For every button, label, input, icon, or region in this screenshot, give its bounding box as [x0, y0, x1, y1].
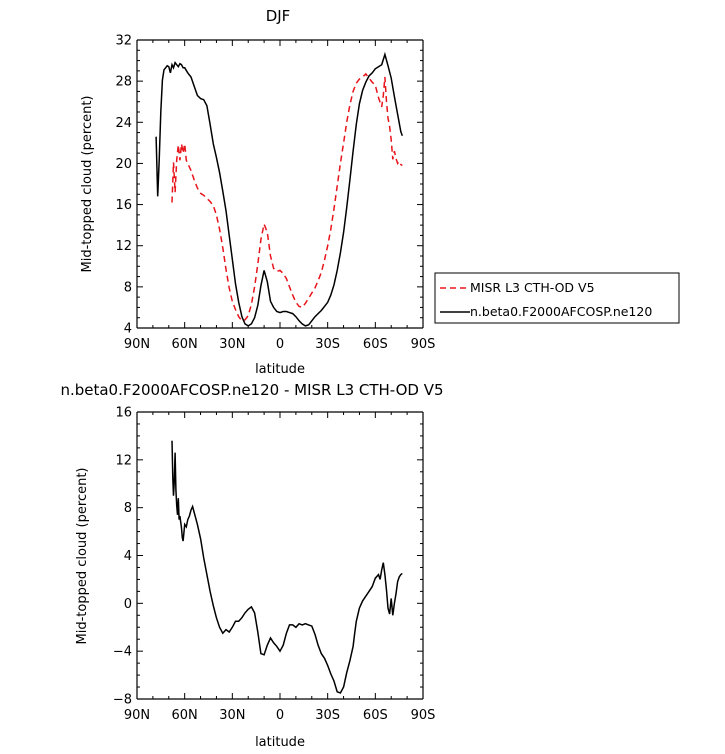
bottom-series-group — [171, 440, 403, 694]
top-y-axis-label: Mid-topped cloud (percent) — [80, 96, 95, 273]
bottom-y-tick-label: 4 — [124, 549, 132, 564]
bottom-series-line-difference — [171, 440, 403, 694]
top-x-axis-label: latitude — [255, 362, 305, 377]
top-x-tick-labels: 90N 60N 30N 0 30S 60S 90S — [124, 337, 436, 352]
top-y-tick-label: 20 — [115, 157, 132, 172]
bottom-x-axis-label: latitude — [255, 735, 305, 750]
bottom-y-tick-labels: −8 −4 0 4 8 12 16 — [113, 406, 132, 708]
bottom-x-tick-label: 0 — [276, 708, 284, 723]
bottom-x-tick-label: 60S — [363, 708, 388, 723]
legend-entry-model: n.beta0.F2000AFCOSP.ne120 — [470, 304, 652, 319]
bottom-chart-panel: n.beta0.F2000AFCOSP.ne120 - MISR L3 CTH-… — [60, 381, 443, 750]
top-y-tick-label: 16 — [115, 198, 132, 213]
top-x-tick-label: 30N — [219, 337, 245, 352]
bottom-y-tick-label: 12 — [115, 453, 132, 468]
bottom-chart-title: n.beta0.F2000AFCOSP.ne120 - MISR L3 CTH-… — [60, 381, 443, 399]
top-x-tick-marks — [136, 40, 424, 328]
top-x-tick-label: 60N — [172, 337, 198, 352]
bottom-x-tick-label: 90N — [124, 708, 150, 723]
top-x-tick-label: 90S — [411, 337, 436, 352]
top-chart-legend: MISR L3 CTH-OD V5 n.beta0.F2000AFCOSP.ne… — [434, 272, 680, 324]
top-y-tick-label: 24 — [115, 116, 132, 131]
top-series-line-misr — [171, 72, 403, 322]
bottom-y-tick-marks — [137, 411, 423, 700]
bottom-y-tick-label: 8 — [124, 501, 132, 516]
top-chart-panel: DJF 90N 60N 30N 0 30S 60S 90S 4 8 12 16 … — [80, 7, 435, 377]
legend-entry-misr: MISR L3 CTH-OD V5 — [470, 280, 595, 295]
top-y-tick-label: 8 — [124, 280, 132, 295]
top-y-tick-labels: 4 8 12 16 20 24 28 32 — [115, 34, 132, 337]
bottom-y-tick-label: 16 — [115, 406, 132, 421]
top-series-group — [155, 51, 404, 327]
bottom-y-tick-label: −8 — [113, 693, 132, 708]
top-x-tick-label: 30S — [315, 337, 340, 352]
top-y-tick-label: 4 — [124, 322, 132, 337]
bottom-x-tick-labels: 90N 60N 30N 0 30S 60S 90S — [124, 708, 436, 723]
top-series-line-model — [155, 51, 404, 327]
bottom-x-tick-label: 30S — [315, 708, 340, 723]
bottom-y-tick-label: 0 — [124, 597, 132, 612]
bottom-plot-area — [136, 411, 424, 700]
legend-box — [434, 272, 680, 324]
top-plot-area — [136, 39, 424, 329]
top-y-tick-label: 28 — [115, 75, 132, 90]
top-x-tick-label: 90N — [124, 337, 150, 352]
bottom-x-tick-label: 60N — [172, 708, 198, 723]
top-y-tick-marks — [137, 39, 423, 329]
bottom-x-tick-label: 90S — [411, 708, 436, 723]
top-y-tick-label: 32 — [115, 34, 132, 49]
bottom-y-tick-label: −4 — [113, 645, 132, 660]
top-x-tick-label: 60S — [363, 337, 388, 352]
top-x-tick-label: 0 — [276, 337, 284, 352]
bottom-y-axis-label: Mid-topped cloud (percent) — [75, 468, 90, 645]
top-chart-title: DJF — [266, 7, 291, 25]
top-y-tick-label: 12 — [115, 239, 132, 254]
bottom-x-tick-label: 30N — [219, 708, 245, 723]
bottom-x-tick-marks — [136, 412, 424, 699]
